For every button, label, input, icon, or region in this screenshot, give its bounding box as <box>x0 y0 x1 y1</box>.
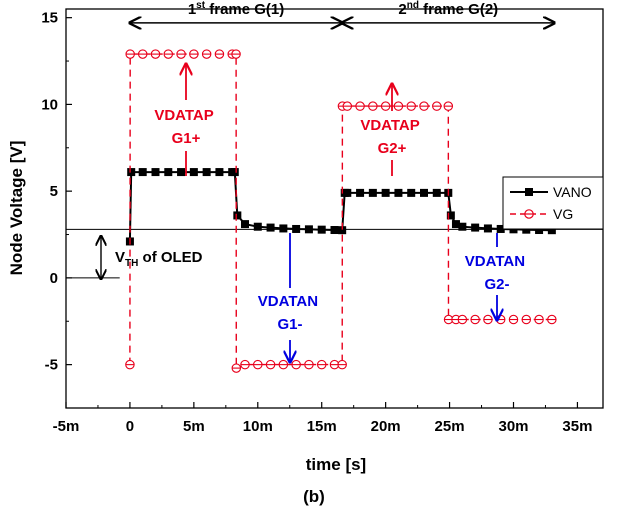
frame-annotations: 1st frame G(1) 2nd frame G(2) <box>130 0 554 23</box>
vdata-annotations: VDATAP G1+ VDATAN G1- VDATAP G2+ VDATAN … <box>154 64 529 362</box>
legend-vg-label: VG <box>553 206 573 222</box>
x-axis-title: time [s] <box>306 455 366 474</box>
x-tick-label: 5m <box>183 418 205 435</box>
vdatan-g2-line1: VDATAN <box>465 253 525 270</box>
data-point-vano <box>356 188 365 197</box>
data-point-vano <box>215 168 224 177</box>
frame2-sup: nd <box>407 0 419 11</box>
y-tick-label: -5 <box>45 357 58 374</box>
data-point-vano <box>432 188 441 197</box>
data-point-vano <box>177 168 186 177</box>
data-point-vano <box>127 168 136 177</box>
x-tick-label: 25m <box>435 418 465 435</box>
data-point-vano <box>381 188 390 197</box>
x-tick-label: 30m <box>498 418 528 435</box>
data-point-vano <box>368 188 377 197</box>
data-point-vano <box>230 168 239 177</box>
legend-box <box>502 176 604 230</box>
frame2-label: 2nd frame G(2) <box>398 0 498 18</box>
data-point-vano <box>317 225 326 234</box>
data-point-vano <box>233 211 242 220</box>
data-point-vano <box>458 222 467 231</box>
data-point-vano <box>420 188 428 197</box>
frame2-num: 2 <box>398 1 406 18</box>
vdatap-g2-line1: VDATAP <box>360 117 419 134</box>
y-axis-title: Node Voltage [V] <box>7 141 26 276</box>
vth-rest: of OLED <box>138 249 202 266</box>
legend-vano-label: VANO <box>553 184 592 200</box>
data-point-vano <box>496 224 505 233</box>
data-point-vano <box>292 224 301 233</box>
data-point-vano <box>535 226 544 235</box>
data-point-vano <box>522 225 531 234</box>
vdatan-g2-line2: G2- <box>484 276 509 293</box>
data-point-vano <box>189 168 198 177</box>
data-point-vano <box>279 224 288 233</box>
axis-ticks: -5m 0 5m 10m 15m 20m 25m 30m 35m -5 0 5 10 15 <box>41 10 592 435</box>
data-point-vano <box>446 211 455 220</box>
frame1-rest: frame G(1) <box>205 1 284 18</box>
frame1-sup: st <box>196 0 206 11</box>
frame1-num: 1 <box>188 1 196 18</box>
data-point-vano <box>338 226 347 235</box>
data-point-vano <box>164 168 173 177</box>
vdatan-g1-line2: G1- <box>277 316 302 333</box>
data-point-vano <box>343 188 352 197</box>
vdatap-g1-line1: VDATAP <box>154 107 213 124</box>
figure-caption: (b) <box>303 487 325 506</box>
data-point-vano <box>151 168 160 177</box>
data-point-vano <box>202 168 211 177</box>
legend-vano-marker <box>525 188 533 196</box>
vdatap-g2-label: VDATAP G2+ <box>360 117 423 157</box>
data-point-vano <box>330 226 339 235</box>
data-point-vano <box>547 226 556 235</box>
vdatap-g1-line2: G1+ <box>172 130 201 147</box>
x-tick-label: -5m <box>53 418 80 435</box>
data-point-vano <box>266 223 275 232</box>
vdatap-g2-line2: G2+ <box>378 140 407 157</box>
y-tick-label: 15 <box>41 10 58 27</box>
data-point-vano <box>451 220 460 229</box>
data-point-vano <box>138 168 147 177</box>
legend: VANO VG <box>502 176 604 230</box>
data-point-vano <box>253 222 262 231</box>
vth-sub: TH <box>125 258 138 269</box>
series-layer <box>125 49 557 373</box>
data-point-vano <box>394 188 403 197</box>
frame1-label: 1st frame G(1) <box>188 0 284 18</box>
y-tick-label: 0 <box>50 270 58 287</box>
vdatan-g1-label: VDATAN G1- <box>258 293 322 333</box>
y-tick-label: 5 <box>50 183 58 200</box>
data-point-vano <box>483 224 492 233</box>
y-tick-label: 10 <box>41 96 58 113</box>
data-point-vano <box>304 225 313 234</box>
vth-label: VTH of OLED <box>115 249 203 269</box>
x-tick-label: 35m <box>562 418 592 435</box>
data-point-vano <box>407 188 416 197</box>
x-tick-label: 15m <box>307 418 337 435</box>
frame2-rest: frame G(2) <box>419 1 498 18</box>
data-point-vano <box>241 220 249 229</box>
x-tick-label: 10m <box>243 418 273 435</box>
vth-v: V <box>115 249 125 266</box>
vdatan-g2-label: VDATAN G2- <box>465 253 529 293</box>
vdatan-g1-line1: VDATAN <box>258 293 318 310</box>
vth-annotation: VTH of OLED <box>101 236 203 279</box>
vdatap-g1-label: VDATAP G1+ <box>154 107 217 147</box>
data-point-vano <box>471 223 480 232</box>
x-tick-label: 20m <box>371 418 401 435</box>
x-tick-label: 0 <box>126 418 134 435</box>
